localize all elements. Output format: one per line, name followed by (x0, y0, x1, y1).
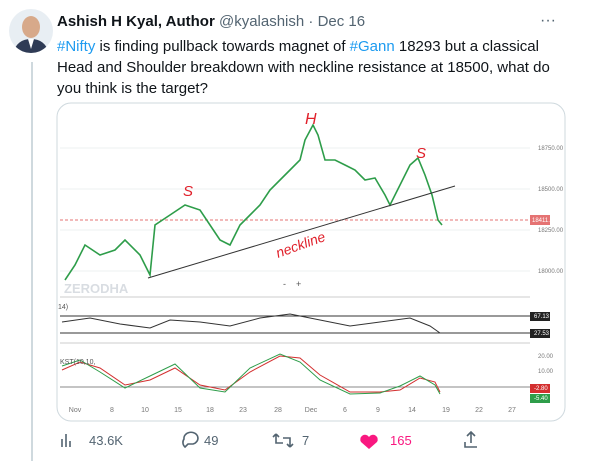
osc2-title: KST(10,10, (60, 359, 95, 366)
thread-line (31, 62, 33, 461)
label-box (530, 394, 550, 403)
x-axis-label: 18 (206, 407, 214, 414)
price-axis-label: 18000.00 (538, 269, 564, 275)
last-price-label: 18411.00 (532, 218, 557, 224)
label-box (530, 384, 550, 393)
separator: · (308, 13, 314, 30)
price-line (64, 123, 443, 281)
osc2-line (61, 353, 441, 395)
hashtag[interactable]: #Nifty (57, 38, 96, 55)
author[interactable]: Ashish H Kyal, Author (57, 13, 215, 30)
osc1-label: 67.13 (534, 314, 550, 320)
annotation: S (416, 145, 426, 162)
osc2-line (61, 355, 441, 393)
tweet-header: Ashish H Kyal, Author @kyalashish · Dec … (57, 13, 365, 30)
x-axis-label: Dec (305, 407, 318, 414)
x-axis-label: 6 (343, 407, 347, 414)
osc2-axis-label: 20.00 (538, 354, 554, 360)
share-icon[interactable] (464, 430, 477, 448)
x-axis-label: Nov (69, 407, 82, 414)
x-axis-label: 9 (376, 407, 380, 414)
label-box (530, 312, 550, 321)
retweet-icon[interactable] (272, 433, 294, 448)
price-axis-label: 18250.00 (538, 228, 564, 234)
reply-icon[interactable] (182, 431, 199, 449)
action-bar: 43.6K 49 7 165 (61, 430, 477, 449)
tweet-text-part: is finding pullback towards magnet of (95, 38, 350, 55)
x-axis-label: 22 (475, 407, 483, 414)
zoom-button: + (296, 279, 301, 289)
label-box (530, 329, 550, 338)
avatar[interactable] (9, 9, 53, 53)
image-frame (56, 102, 566, 422)
x-axis-label: 15 (174, 407, 182, 414)
like-count: 165 (390, 433, 412, 448)
x-axis-label: 10 (141, 407, 149, 414)
x-axis-label: 8 (110, 407, 114, 414)
views-icon[interactable] (61, 434, 71, 447)
osc2-label: -5.40 (534, 396, 548, 402)
price-axis-label: 18500.00 (538, 187, 564, 193)
osc1-title: 14) (58, 304, 68, 311)
date[interactable]: Dec 16 (317, 13, 366, 30)
like-icon[interactable] (360, 434, 378, 449)
hashtag[interactable]: #Gann (349, 38, 395, 55)
tweet-text-part: 18293 but a classical Head and Shoulder … (57, 38, 550, 97)
tweet-text: #Nifty is finding pullback towards magne… (57, 36, 562, 99)
reply-count: 49 (204, 433, 218, 448)
osc1-label: 27.53 (534, 331, 550, 337)
x-axis-label: 14 (408, 407, 416, 414)
x-axis-label: 27 (508, 407, 516, 414)
annotation: H (305, 111, 317, 128)
image-grid (60, 147, 530, 272)
views-count: 43.6K (89, 433, 123, 448)
more-button[interactable]: ··· (540, 12, 556, 29)
neckline (147, 185, 456, 279)
last-price-box (530, 215, 550, 225)
x-axis-label: 19 (442, 407, 450, 414)
price-axis-label: 18750.00 (538, 146, 564, 152)
watermark: ZERODHA (64, 281, 129, 296)
zoom-button: - (283, 279, 286, 289)
x-axis-label: 23 (239, 407, 247, 414)
osc2-label: -2.80 (534, 386, 548, 392)
handle[interactable]: @kyalashish (218, 13, 305, 30)
x-axis-label: 28 (274, 407, 282, 414)
annotation: S (183, 183, 193, 200)
osc1-line (61, 313, 441, 334)
osc2-axis-label: 10.00 (538, 369, 554, 375)
retweet-count: 7 (302, 433, 309, 448)
